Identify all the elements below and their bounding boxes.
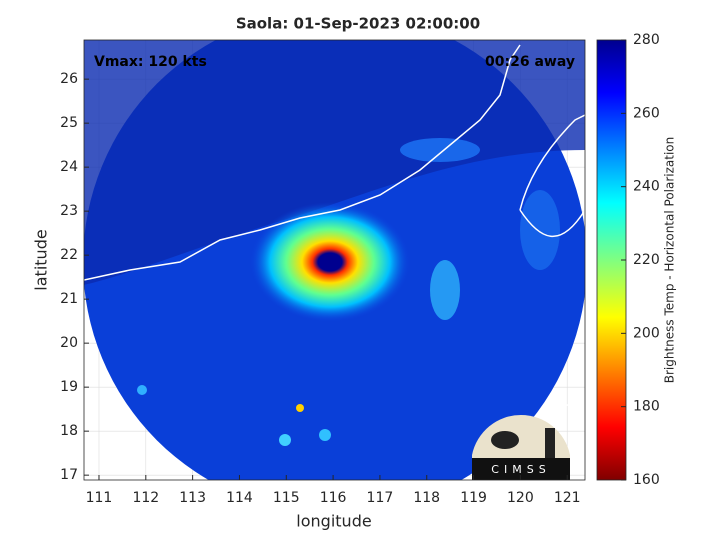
annotation: 00:26 away bbox=[485, 54, 575, 70]
x-tick-label: 118 bbox=[413, 490, 440, 506]
colorbar-tick-label: 160 bbox=[633, 472, 660, 488]
x-tick-label: 120 bbox=[507, 490, 534, 506]
logo-text: CIMSS bbox=[491, 463, 550, 476]
x-tick-label: 113 bbox=[179, 490, 206, 506]
y-tick-label: 25 bbox=[60, 115, 78, 131]
y-tick-label: 17 bbox=[60, 467, 78, 483]
colorbar-tick-label: 240 bbox=[633, 179, 660, 195]
coastline bbox=[84, 44, 585, 411]
y-tick-label: 20 bbox=[60, 335, 78, 351]
colorbar-tick-label: 180 bbox=[633, 399, 660, 415]
annotation: Vmax: 120 kts bbox=[94, 54, 207, 70]
y-tick-label: 26 bbox=[60, 71, 78, 87]
x-tick-label: 117 bbox=[367, 490, 394, 506]
x-axis-label: longitude bbox=[296, 512, 371, 531]
y-tick-label: 18 bbox=[60, 423, 78, 439]
x-tick-label: 111 bbox=[86, 490, 113, 506]
y-tick-label: 19 bbox=[60, 379, 78, 395]
x-tick-label: 121 bbox=[554, 490, 581, 506]
colorbar-tick-label: 260 bbox=[633, 105, 660, 121]
cimss-logo: CIMSS bbox=[472, 414, 570, 480]
y-tick-label: 22 bbox=[60, 247, 78, 263]
colorbar-label: Brightness Temp - Horizontal Polarizatio… bbox=[663, 137, 677, 384]
plot-frame bbox=[83, 39, 586, 481]
y-tick-label: 24 bbox=[60, 159, 78, 175]
y-tick-label: 23 bbox=[60, 203, 78, 219]
chart-title: Saola: 01-Sep-2023 02:00:00 bbox=[236, 15, 480, 33]
satellite-image bbox=[84, 40, 585, 480]
colorbar-tick-label: 220 bbox=[633, 252, 660, 268]
x-tick-label: 115 bbox=[273, 490, 300, 506]
y-axis-label: latitude bbox=[32, 229, 51, 290]
colorbar-tick-label: 280 bbox=[633, 32, 660, 48]
x-tick-label: 112 bbox=[132, 490, 159, 506]
x-tick-label: 119 bbox=[460, 490, 487, 506]
x-tick-label: 116 bbox=[320, 490, 347, 506]
y-tick-label: 21 bbox=[60, 291, 78, 307]
colorbar-tick-label: 200 bbox=[633, 325, 660, 341]
x-tick-label: 114 bbox=[226, 490, 253, 506]
